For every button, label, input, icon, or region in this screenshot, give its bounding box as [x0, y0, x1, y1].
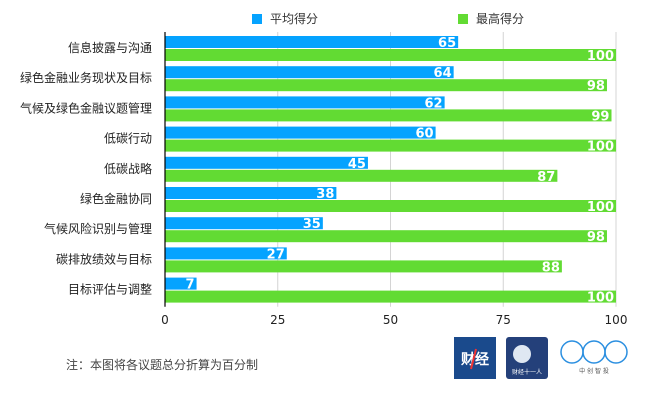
category-label: 绿色金融业务现状及目标 — [20, 70, 152, 85]
category-label: 碳排放绩效与目标 — [56, 251, 152, 266]
x-tick-label: 25 — [270, 313, 285, 327]
bar-max — [165, 109, 612, 122]
bar-max — [165, 139, 616, 152]
category-label: 气候及绿色金融议题管理 — [20, 100, 152, 115]
data-label-average: 7 — [186, 278, 195, 293]
legend-item-max: 最高得分 — [458, 10, 524, 27]
data-label-max: 88 — [542, 260, 560, 275]
bar-average — [165, 126, 436, 139]
svg-text:财经: 财经 — [460, 351, 489, 368]
x-tick-label: 75 — [496, 313, 511, 327]
bar-max — [165, 260, 562, 273]
bar-average — [165, 187, 337, 199]
data-label-max: 100 — [587, 49, 614, 64]
category-label: 低碳战略 — [104, 161, 152, 176]
data-label-average: 60 — [416, 127, 434, 142]
bar-average — [165, 66, 454, 79]
data-label-average: 65 — [438, 36, 456, 51]
data-label-average: 27 — [267, 247, 285, 262]
data-label-average: 35 — [303, 217, 321, 232]
bar-max — [165, 49, 616, 61]
bar-average — [165, 217, 323, 230]
data-label-average: 45 — [348, 157, 366, 172]
caijing-shiyiren-logo: 财经十一人 — [506, 337, 548, 379]
x-tick-label: 100 — [605, 313, 628, 327]
zhongchuang-logo: 中 创 智 投 — [560, 340, 628, 375]
data-label-max: 98 — [587, 79, 605, 94]
svg-text:中 创 智 投: 中 创 智 投 — [579, 367, 609, 375]
bar-average — [165, 277, 197, 290]
x-tick-label: 50 — [383, 313, 398, 327]
data-label-max: 87 — [537, 170, 555, 185]
data-label-max: 100 — [587, 200, 614, 215]
bar-max — [165, 230, 607, 243]
legend-label-max: 最高得分 — [476, 12, 525, 26]
data-label-average: 64 — [434, 66, 452, 81]
legend-item-average: 平均得分 — [252, 10, 318, 27]
bar-average — [165, 36, 459, 48]
category-label: 目标评估与调整 — [68, 282, 152, 297]
category-label: 气候风险识别与管理 — [44, 221, 152, 236]
data-label-max: 98 — [587, 230, 605, 245]
bar-average — [165, 96, 445, 109]
bar-average — [165, 156, 368, 169]
data-label-average: 38 — [316, 187, 334, 202]
category-label: 绿色金融协同 — [80, 191, 152, 206]
data-label-max: 99 — [591, 109, 609, 124]
category-label: 低碳行动 — [104, 132, 152, 146]
bar-max — [165, 79, 607, 92]
data-label-average: 62 — [425, 96, 443, 111]
x-tick-label: 0 — [161, 313, 169, 327]
legend-swatch-average — [252, 13, 262, 24]
bar-average — [165, 247, 287, 260]
legend-label-average: 平均得分 — [270, 12, 319, 26]
data-label-max: 100 — [587, 140, 614, 155]
category-label: 信息披露与沟通 — [68, 40, 152, 55]
chart-note: 注：本图将各议题总分折算为百分制 — [66, 358, 259, 372]
bar-max — [165, 290, 616, 303]
svg-text:财经十一人: 财经十一人 — [512, 368, 542, 376]
bar-max — [165, 200, 616, 212]
legend-swatch-max — [458, 13, 468, 24]
caijing-logo: 财经 — [454, 337, 496, 379]
data-label-max: 100 — [587, 291, 614, 306]
bar-max — [165, 169, 558, 182]
